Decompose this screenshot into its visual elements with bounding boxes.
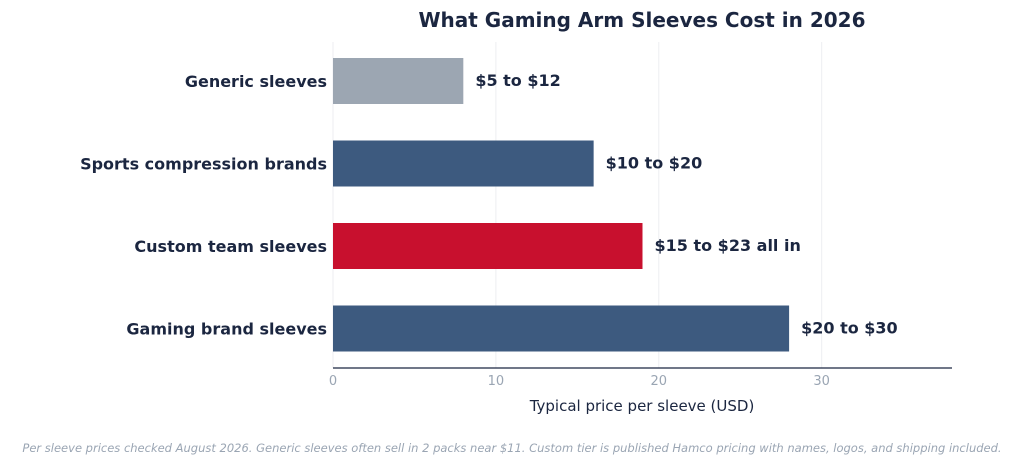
x-ticks: 0 10 20 30 [329,374,830,389]
data-label-1: $10 to $20 [606,154,703,173]
data-label-3: $20 to $30 [801,319,898,338]
bar-1 [333,140,594,187]
category-label-2: Custom team sleeves [134,237,327,256]
data-label-2: $15 to $23 all in [655,236,801,255]
chart-title: What Gaming Arm Sleeves Cost in 2026 [418,8,865,32]
category-label-1: Sports compression brands [80,155,327,174]
category-label-3: Gaming brand sleeves [126,320,327,339]
category-label-0: Generic sleeves [185,72,327,91]
labels: Generic sleeves $5 to $12 Sports compressi… [80,71,898,339]
bars [333,58,790,352]
bar-3 [333,305,790,352]
bar-2 [333,223,643,269]
footnote: Per sleeve prices checked August 2026. G… [22,441,1001,455]
x-tick-label-3: 30 [813,374,830,389]
data-label-0: $5 to $12 [475,71,560,90]
x-tick-label-2: 20 [651,374,668,389]
x-tick-label-0: 0 [329,374,337,389]
bar-0 [333,58,464,104]
x-tick-label-1: 10 [488,374,505,389]
x-axis-label: Typical price per sleeve (USD) [529,397,755,415]
